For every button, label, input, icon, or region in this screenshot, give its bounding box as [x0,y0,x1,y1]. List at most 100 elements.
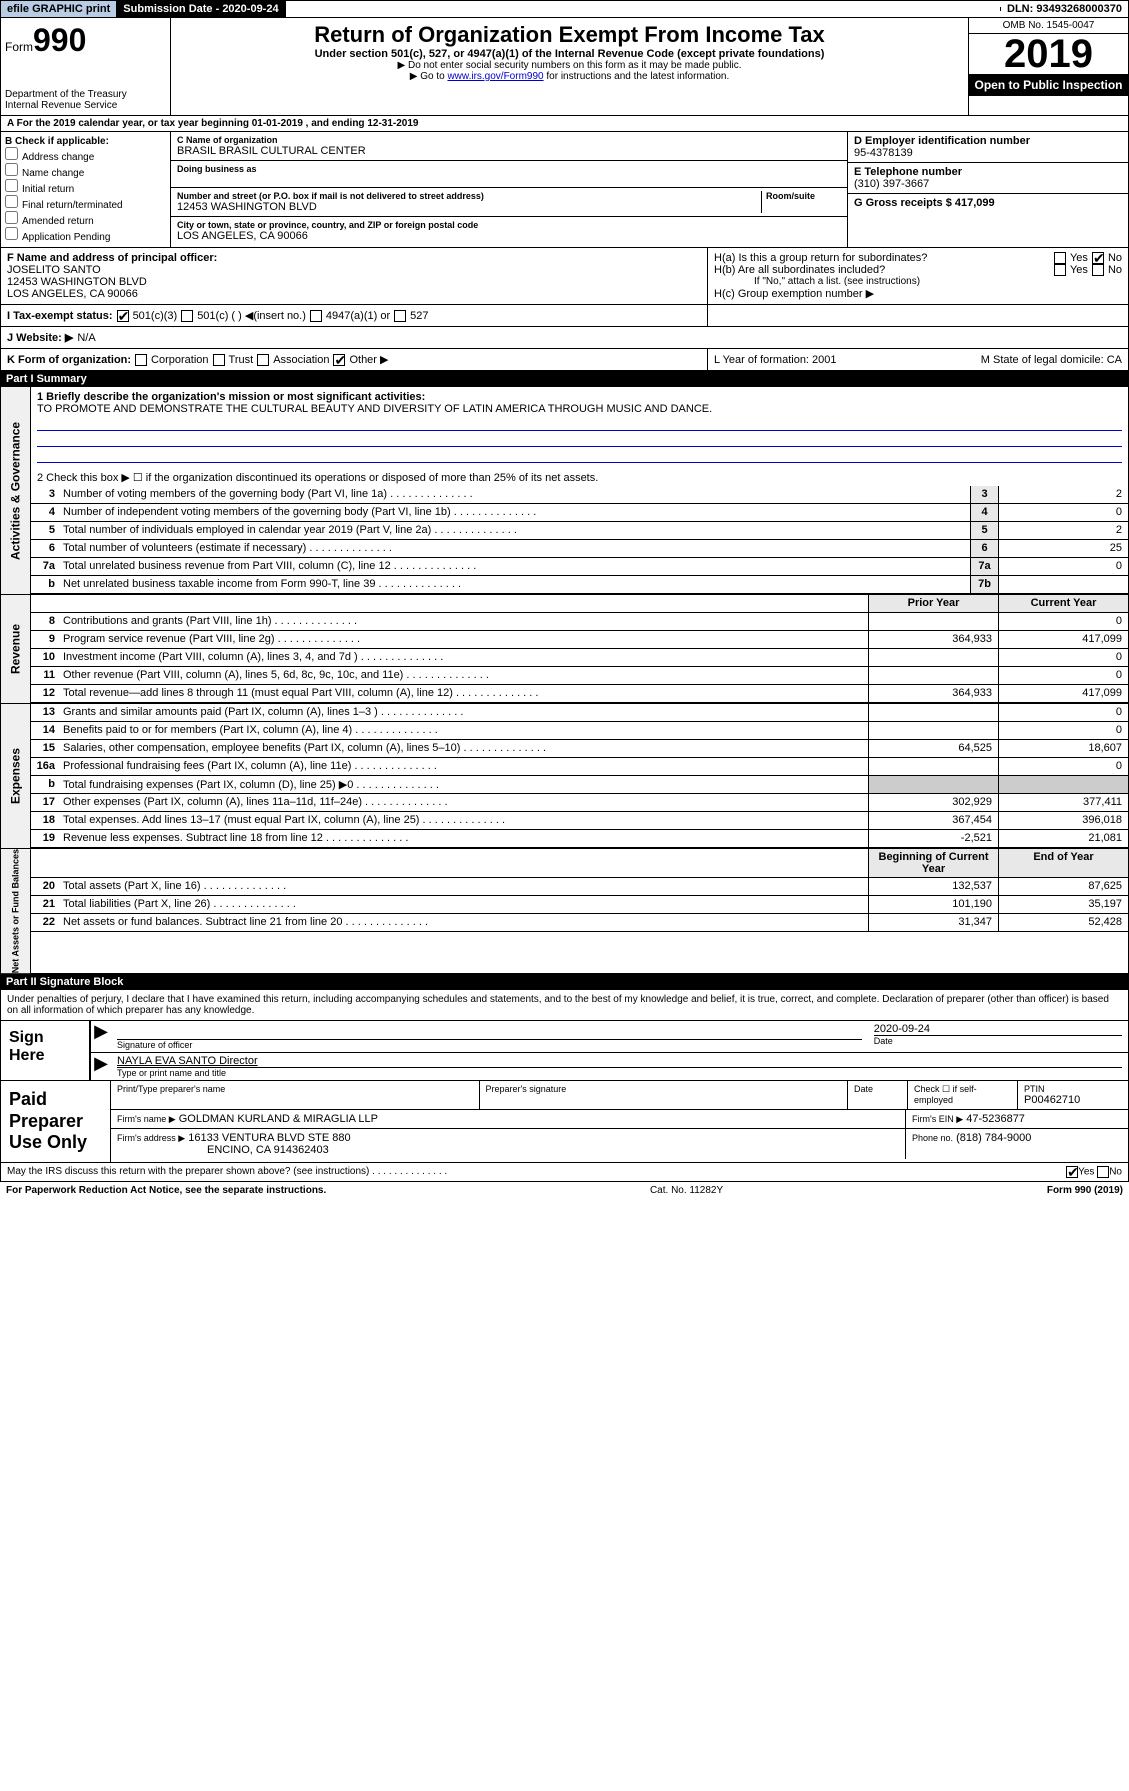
chk-discuss-yes[interactable] [1066,1166,1078,1178]
summary-line: bTotal fundraising expenses (Part IX, co… [31,776,1128,794]
paid-preparer-block: Paid Preparer Use Only Print/Type prepar… [0,1081,1129,1163]
ptin-value: P00462710 [1024,1094,1122,1106]
summary-line: 21Total liabilities (Part X, line 26)101… [31,896,1128,914]
h-b-note: If "No," attach a list. (see instruction… [714,276,1122,287]
chk-trust[interactable] [213,354,225,366]
summary-line: bNet unrelated business taxable income f… [31,576,1128,594]
chk-address[interactable]: Address change [5,147,166,163]
signer-name: NAYLA EVA SANTO Director [117,1055,1122,1067]
chk-501c[interactable] [181,310,193,322]
vtab-revenue: Revenue [1,595,31,703]
tax-status-row: I Tax-exempt status: 501(c)(3) 501(c) ( … [0,305,1129,327]
city-label: City or town, state or province, country… [177,220,841,230]
sig-officer-label: Signature of officer [117,1039,862,1050]
summary-line: 4Number of independent voting members of… [31,504,1128,522]
chk-pending[interactable]: Application Pending [5,227,166,243]
form-subtitle: Under section 501(c), 527, or 4947(a)(1)… [175,48,964,60]
room-label: Room/suite [766,191,841,201]
summary-expenses: Expenses 13Grants and similar amounts pa… [0,704,1129,849]
form-title: Return of Organization Exempt From Incom… [175,22,964,48]
section-a: B Check if applicable: Address change Na… [0,132,1129,248]
h-c-number [708,305,1128,326]
summary-line: 6Total number of volunteers (estimate if… [31,540,1128,558]
officer-name: JOSELITO SANTO [7,264,701,276]
org-city: LOS ANGELES, CA 90066 [177,230,841,242]
dba-label: Doing business as [177,164,841,174]
officer-label: F Name and address of principal officer: [7,252,701,264]
chk-501c3[interactable] [117,310,129,322]
summary-line: 12Total revenue—add lines 8 through 11 (… [31,685,1128,703]
summary-line: 8Contributions and grants (Part VIII, li… [31,613,1128,631]
summary-line: 10Investment income (Part VIII, column (… [31,649,1128,667]
year-formation: L Year of formation: 2001 [714,354,977,366]
officer-h-block: F Name and address of principal officer:… [0,248,1129,305]
form-header: Form990 Department of the Treasury Inter… [0,18,1129,116]
summary-net: Net Assets or Fund Balances Beginning of… [0,849,1129,974]
form990-link[interactable]: www.irs.gov/Form990 [447,71,543,82]
chk-name[interactable]: Name change [5,163,166,179]
signer-name-label: Type or print name and title [117,1067,1122,1078]
summary-line: 18Total expenses. Add lines 13–17 (must … [31,812,1128,830]
form-number: Form990 [5,22,166,59]
summary-line: 13Grants and similar amounts paid (Part … [31,704,1128,722]
firm-addr: 16133 VENTURA BLVD STE 880 [188,1132,350,1144]
website-value: N/A [77,332,95,344]
summary-line: 15Salaries, other compensation, employee… [31,740,1128,758]
chk-corp[interactable] [135,354,147,366]
phone-label: E Telephone number [854,166,1122,178]
sign-date: 2020-09-24 [874,1023,1122,1035]
q1-label: 1 Briefly describe the organization's mi… [37,391,1122,403]
sign-date-label: Date [874,1035,1122,1046]
chk-assoc[interactable] [257,354,269,366]
summary-line: 5Total number of individuals employed in… [31,522,1128,540]
k-l-m-row: K Form of organization: Corporation Trus… [0,349,1129,371]
h-b: H(b) Are all subordinates included?Yes N… [714,264,1122,276]
sign-here-block: Sign Here ▶ Signature of officer 2020-09… [0,1021,1129,1081]
chk-other[interactable] [333,354,345,366]
org-name-label: C Name of organization [177,135,841,145]
summary-revenue: Revenue Prior YearCurrent Year 8Contribu… [0,595,1129,704]
part2-header: Part II Signature Block [0,974,1129,990]
firm-name: GOLDMAN KURLAND & MIRAGLIA LLP [179,1113,378,1125]
addr-label: Number and street (or P.O. box if mail i… [177,191,761,201]
officer-addr1: 12453 WASHINGTON BLVD [7,276,701,288]
page-footer: For Paperwork Reduction Act Notice, see … [0,1182,1129,1199]
tax-period: A For the 2019 calendar year, or tax yea… [0,116,1129,132]
chk-initial[interactable]: Initial return [5,179,166,195]
summary-governance: Activities & Governance 1 Briefly descri… [0,387,1129,595]
summary-line: 3Number of voting members of the governi… [31,486,1128,504]
open-to-public: Open to Public Inspection [969,74,1128,96]
perjury-text: Under penalties of perjury, I declare th… [0,990,1129,1021]
chk-discuss-no[interactable] [1097,1166,1109,1178]
arrow-icon: ▶ [91,1053,111,1080]
tax-year: 2019 [969,34,1128,74]
check-if-applicable: B Check if applicable: Address change Na… [1,132,171,247]
chk-4947[interactable] [310,310,322,322]
summary-line: 9Program service revenue (Part VIII, lin… [31,631,1128,649]
org-name: BRASIL BRASIL CULTURAL CENTER [177,145,841,157]
officer-addr2: LOS ANGELES, CA 90066 [7,288,701,300]
top-bar: efile GRAPHIC print Submission Date - 20… [0,0,1129,18]
summary-line: 14Benefits paid to or for members (Part … [31,722,1128,740]
efile-label[interactable]: efile GRAPHIC print [1,1,117,17]
dept-treasury: Department of the Treasury Internal Reve… [5,89,166,111]
chk-527[interactable] [394,310,406,322]
q1-answer: TO PROMOTE AND DEMONSTRATE THE CULTURAL … [37,403,1122,415]
sign-here-label: Sign Here [1,1021,91,1080]
website-row: J Website: ▶ N/A [0,327,1129,349]
form-note1: ▶ Do not enter social security numbers o… [175,60,964,71]
ein-value: 95-4378139 [854,147,1122,159]
q2-label: 2 Check this box ▶ ☐ if the organization… [31,469,1128,486]
chk-amended[interactable]: Amended return [5,211,166,227]
org-address: 12453 WASHINGTON BLVD [177,201,761,213]
chk-final[interactable]: Final return/terminated [5,195,166,211]
form-note2: ▶ Go to www.irs.gov/Form990 for instruct… [175,71,964,82]
vtab-governance: Activities & Governance [1,387,31,594]
summary-line: 11Other revenue (Part VIII, column (A), … [31,667,1128,685]
ein-label: D Employer identification number [854,135,1122,147]
h-c: H(c) Group exemption number ▶ [714,287,1122,300]
firm-phone: (818) 784-9000 [956,1132,1031,1144]
phone-value: (310) 397-3667 [854,178,1122,190]
vtab-expenses: Expenses [1,704,31,848]
summary-line: 20Total assets (Part X, line 16)132,5378… [31,878,1128,896]
